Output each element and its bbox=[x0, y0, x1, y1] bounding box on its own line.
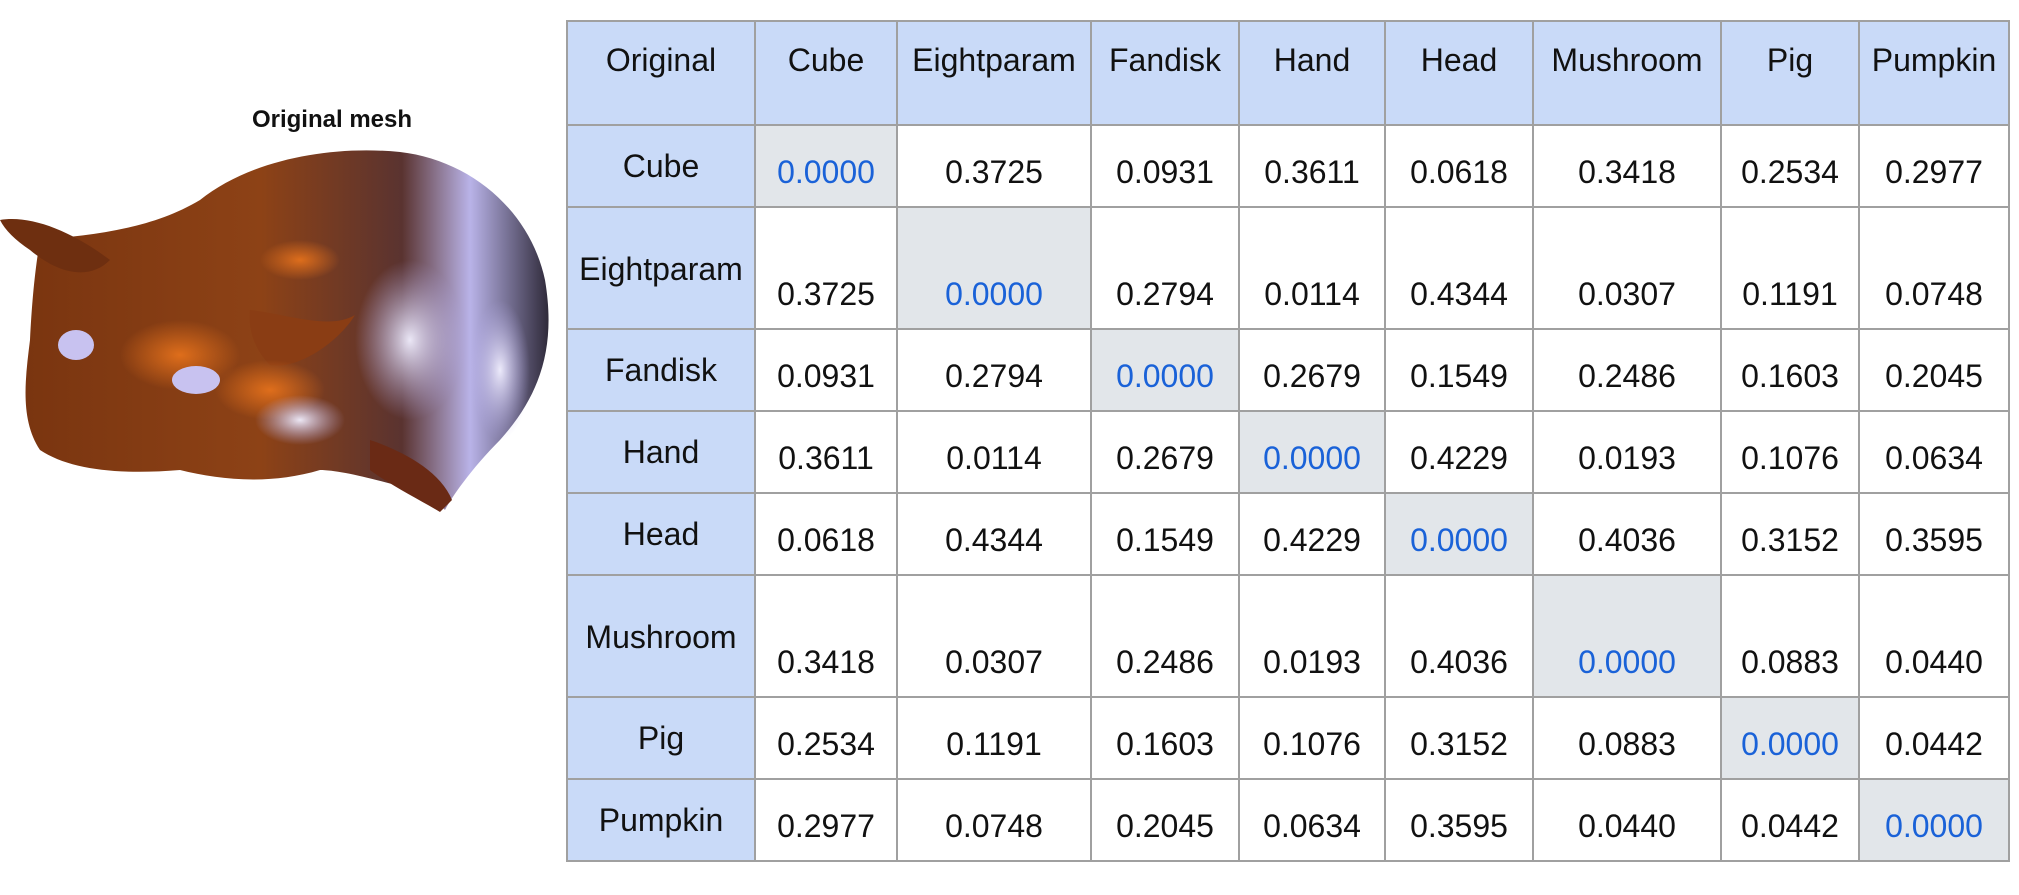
table-cell: 0.1603 bbox=[1090, 696, 1240, 780]
table-cell: 0.1191 bbox=[1720, 206, 1860, 330]
table-cell: 0.4036 bbox=[1384, 574, 1534, 698]
table-cell: 0.3152 bbox=[1720, 492, 1860, 576]
table-cell: 0.0442 bbox=[1858, 696, 2010, 780]
table-cell: 0.0883 bbox=[1532, 696, 1722, 780]
header-row: Original Cube Eightparam Fandisk Hand He… bbox=[566, 20, 2010, 126]
table-cell: 0.2794 bbox=[1090, 206, 1240, 330]
col-header: Cube bbox=[754, 20, 898, 126]
table-row: Eightparam 0.3725 0.0000 0.2794 0.0114 0.4344… bbox=[566, 206, 2010, 330]
table-cell: 0.0748 bbox=[1858, 206, 2010, 330]
diagonal-cell: 0.0000 bbox=[1090, 328, 1240, 412]
table-row: Fandisk 0.0931 0.2794 0.0000 0.2679 0.1549 0.2… bbox=[566, 328, 2010, 412]
table-cell: 0.0307 bbox=[896, 574, 1092, 698]
table-cell: 0.0440 bbox=[1532, 778, 1722, 862]
mesh-title: Original mesh bbox=[251, 106, 413, 133]
diagonal-cell: 0.0000 bbox=[896, 206, 1092, 330]
row-header: Head bbox=[566, 492, 756, 576]
table-cell: 0.2045 bbox=[1858, 328, 2010, 412]
table-cell: 0.1549 bbox=[1090, 492, 1240, 576]
diagonal-cell: 0.0000 bbox=[1238, 410, 1386, 494]
table-cell: 0.0883 bbox=[1720, 574, 1860, 698]
table-cell: 0.0748 bbox=[896, 778, 1092, 862]
table-cell: 0.1191 bbox=[896, 696, 1092, 780]
col-header: Head bbox=[1384, 20, 1534, 126]
table-cell: 0.2794 bbox=[896, 328, 1092, 412]
table-cell: 0.0193 bbox=[1532, 410, 1722, 494]
table-cell: 0.4229 bbox=[1384, 410, 1534, 494]
col-header: Eightparam bbox=[896, 20, 1092, 126]
table-cell: 0.4344 bbox=[896, 492, 1092, 576]
table-cell: 0.2534 bbox=[754, 696, 898, 780]
table-cell: 0.2977 bbox=[754, 778, 898, 862]
col-header: Fandisk bbox=[1090, 20, 1240, 126]
table-cell: 0.0618 bbox=[754, 492, 898, 576]
col-header: Pumpkin bbox=[1858, 20, 2010, 126]
table-cell: 0.0440 bbox=[1858, 574, 2010, 698]
col-header: Pig bbox=[1720, 20, 1860, 126]
diagonal-cell: 0.0000 bbox=[754, 124, 898, 208]
table-cell: 0.0193 bbox=[1238, 574, 1386, 698]
table-cell: 0.3418 bbox=[754, 574, 898, 698]
table-cell: 0.0931 bbox=[1090, 124, 1240, 208]
table-cell: 0.2977 bbox=[1858, 124, 2010, 208]
table-cell: 0.0307 bbox=[1532, 206, 1722, 330]
table-cell: 0.1603 bbox=[1720, 328, 1860, 412]
table-cell: 0.2679 bbox=[1090, 410, 1240, 494]
col-header: Mushroom bbox=[1532, 20, 1722, 126]
pig-eye-right bbox=[172, 366, 220, 394]
table-cell: 0.0634 bbox=[1238, 778, 1386, 862]
table-cell: 0.3152 bbox=[1384, 696, 1534, 780]
table-cell: 0.2486 bbox=[1532, 328, 1722, 412]
diagonal-cell: 0.0000 bbox=[1720, 696, 1860, 780]
corner-header: Original bbox=[566, 20, 756, 126]
table-cell: 0.4036 bbox=[1532, 492, 1722, 576]
col-header: Hand bbox=[1238, 20, 1386, 126]
table-row: Mushroom 0.3418 0.0307 0.2486 0.0193 0.4036 0.… bbox=[566, 574, 2010, 698]
table-cell: 0.3725 bbox=[754, 206, 898, 330]
row-header: Cube bbox=[566, 124, 756, 208]
table-cell: 0.3725 bbox=[896, 124, 1092, 208]
table-row: Pig 0.2534 0.1191 0.1603 0.1076 0.3152 0.0883 0… bbox=[566, 696, 2010, 780]
table-cell: 0.2486 bbox=[1090, 574, 1240, 698]
table-cell: 0.1076 bbox=[1238, 696, 1386, 780]
table-cell: 0.0114 bbox=[1238, 206, 1386, 330]
table-cell: 0.3418 bbox=[1532, 124, 1722, 208]
table-cell: 0.2045 bbox=[1090, 778, 1240, 862]
table-cell: 0.3595 bbox=[1384, 778, 1534, 862]
table-cell: 0.1076 bbox=[1720, 410, 1860, 494]
table-cell: 0.0931 bbox=[754, 328, 898, 412]
table-row: Cube 0.0000 0.3725 0.0931 0.3611 0.0618 0.3418… bbox=[566, 124, 2010, 208]
table-cell: 0.3611 bbox=[1238, 124, 1386, 208]
table-cell: 0.4229 bbox=[1238, 492, 1386, 576]
table-row: Pumpkin 0.2977 0.0748 0.2045 0.0634 0.3595 0.0… bbox=[566, 778, 2010, 862]
table-cell: 0.3611 bbox=[754, 410, 898, 494]
row-header: Hand bbox=[566, 410, 756, 494]
table-cell: 0.0442 bbox=[1720, 778, 1860, 862]
table-row: Head 0.0618 0.4344 0.1549 0.4229 0.0000 0.4036… bbox=[566, 492, 2010, 576]
diagonal-cell: 0.0000 bbox=[1532, 574, 1722, 698]
pig-eye-left bbox=[58, 330, 94, 360]
table-cell: 0.0114 bbox=[896, 410, 1092, 494]
table-cell: 0.0634 bbox=[1858, 410, 2010, 494]
table-cell: 0.3595 bbox=[1858, 492, 2010, 576]
row-header: Pig bbox=[566, 696, 756, 780]
table-cell: 0.2534 bbox=[1720, 124, 1860, 208]
distance-matrix-table: Original Cube Eightparam Fandisk Hand He… bbox=[566, 20, 2010, 862]
pig-ear-left bbox=[0, 219, 110, 273]
diagonal-cell: 0.0000 bbox=[1858, 778, 2010, 862]
table-row: Hand 0.3611 0.0114 0.2679 0.0000 0.4229 0.0193… bbox=[566, 410, 2010, 494]
pig-leg bbox=[370, 440, 452, 512]
row-header: Fandisk bbox=[566, 328, 756, 412]
row-header: Pumpkin bbox=[566, 778, 756, 862]
row-header: Eightparam bbox=[566, 206, 756, 330]
table-cell: 0.4344 bbox=[1384, 206, 1534, 330]
table-cell: 0.1549 bbox=[1384, 328, 1534, 412]
pig-mesh-render bbox=[0, 150, 549, 512]
table-cell: 0.0618 bbox=[1384, 124, 1534, 208]
row-header: Mushroom bbox=[566, 574, 756, 698]
table-cell: 0.2679 bbox=[1238, 328, 1386, 412]
diagonal-cell: 0.0000 bbox=[1384, 492, 1534, 576]
mesh-panel: Original mesh bbox=[0, 0, 560, 895]
pig-ear-right bbox=[249, 310, 355, 366]
